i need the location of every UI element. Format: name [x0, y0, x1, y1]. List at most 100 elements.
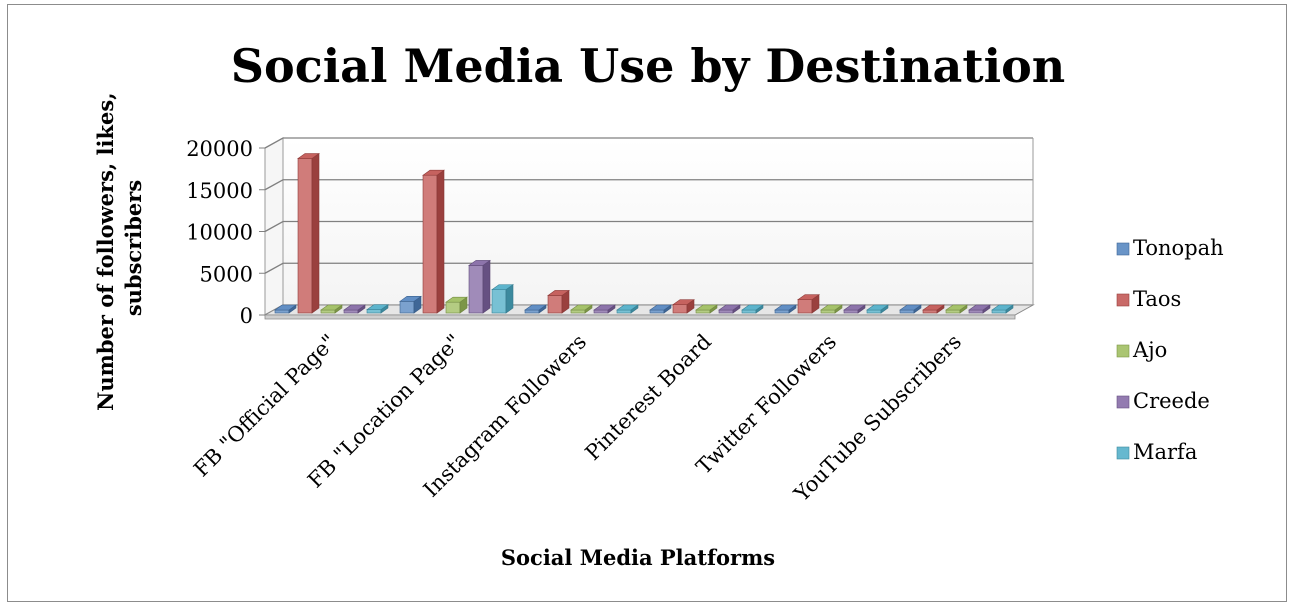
bar-front [491, 289, 507, 314]
y-tick-label: 10000 [186, 221, 253, 245]
y-tick-label: 20000 [186, 137, 253, 161]
floor-edge [264, 314, 1016, 320]
bar-creede-5 [968, 304, 991, 314]
bar-top [866, 304, 889, 311]
bar-taos-1 [422, 169, 445, 314]
bar-top [968, 304, 991, 311]
bar-top [695, 304, 718, 311]
bar-front [899, 309, 915, 314]
bar-tonopah-1 [399, 295, 422, 314]
y-tick-label: 15000 [186, 179, 253, 203]
bar-front [445, 301, 461, 314]
bar-top [797, 294, 820, 300]
bar-front [593, 309, 609, 314]
legend-label: Marfa [1133, 440, 1197, 464]
bar-front [366, 309, 382, 314]
bar-front [945, 309, 961, 314]
bar-creede-1 [468, 259, 491, 314]
bar-creede-4 [843, 304, 866, 314]
y-axis-label-line-2: subscribers [121, 180, 146, 316]
bar-front [922, 309, 938, 314]
bar-creede-3 [718, 304, 741, 314]
legend-label: Taos [1133, 287, 1181, 311]
bar-top [366, 304, 389, 310]
bar-marfa-4 [866, 304, 889, 314]
legend-swatch [1116, 242, 1130, 256]
bar-front [570, 309, 586, 314]
bar-front [820, 309, 836, 314]
x-tick-label: FB "Official Page" [189, 330, 341, 482]
bar-ajo-0 [320, 304, 343, 314]
bar-top [899, 304, 922, 311]
x-axis-label: Social Media Platforms [501, 545, 775, 570]
bar-top [593, 304, 616, 311]
bar-ajo-1 [445, 296, 468, 314]
gridline [264, 179, 1033, 191]
bar-top [672, 299, 695, 305]
bar-tonopah-3 [649, 304, 672, 314]
bar-taos-2 [547, 289, 570, 314]
bar-marfa-0 [366, 304, 389, 314]
bar-front [274, 309, 290, 314]
bar-front [524, 309, 540, 314]
bar-front [741, 309, 757, 314]
x-tick-label: Pinterest Board [581, 330, 717, 466]
bar-top [820, 304, 843, 311]
bar-top [616, 304, 639, 311]
bar-front [968, 309, 984, 314]
bar-front [843, 309, 859, 314]
y-axis-ticks: 0 5000 10000 15000 20000 [186, 137, 265, 328]
bar-tonopah-0 [274, 304, 297, 314]
bar-front [797, 299, 813, 314]
bar-top [991, 304, 1014, 311]
legend: Tonopah Taos Ajo Creede Marfa [1116, 236, 1224, 464]
bar-top [343, 304, 366, 311]
bar-top [491, 284, 514, 290]
legend-swatch [1116, 344, 1130, 358]
y-tick-label: 0 [240, 304, 253, 328]
gridline [264, 137, 1033, 149]
bar-top [274, 304, 297, 311]
legend-item-marfa: Marfa [1116, 440, 1197, 464]
bar-taos-5 [922, 304, 945, 314]
bar-top [297, 153, 320, 159]
legend-label: Tonopah [1133, 236, 1224, 260]
bar-top [399, 296, 422, 302]
bar-front [422, 174, 438, 314]
bar-tonopah-5 [899, 304, 922, 314]
bar-top [320, 304, 343, 311]
legend-item-ajo: Ajo [1116, 338, 1167, 362]
chart-title: Social Media Use by Destination [231, 39, 1065, 93]
x-tick-label: Twitter Followers [692, 330, 841, 479]
bar-front [774, 309, 790, 314]
bar-tonopah-2 [524, 304, 547, 314]
bar-ajo-4 [820, 304, 843, 314]
legend-item-creede: Creede [1116, 389, 1210, 413]
bar-top [922, 304, 945, 311]
plot-area [263, 137, 1035, 320]
bar-top [422, 169, 445, 176]
bar-top [468, 260, 491, 266]
bar-top [741, 304, 764, 311]
bar-front [718, 309, 734, 314]
bar-side [311, 152, 320, 314]
bar-front [616, 309, 632, 314]
y-axis-label-line-1: Number of followers, likes, [93, 92, 118, 410]
bar-creede-0 [343, 304, 366, 314]
bar-taos-4 [797, 294, 820, 314]
bar-marfa-3 [741, 304, 764, 314]
bar-ajo-2 [570, 304, 593, 314]
bar-side [482, 259, 491, 314]
legend-swatch [1116, 395, 1130, 409]
bar-top [774, 304, 797, 311]
bar-front [468, 265, 484, 314]
bar-front [695, 309, 711, 314]
bar-taos-0 [297, 152, 320, 314]
legend-item-taos: Taos [1116, 287, 1181, 311]
legend-label: Creede [1133, 389, 1210, 413]
bar-creede-2 [593, 304, 616, 314]
bar-top [570, 304, 593, 311]
bar-top [547, 290, 570, 296]
bar-marfa-2 [616, 304, 639, 314]
